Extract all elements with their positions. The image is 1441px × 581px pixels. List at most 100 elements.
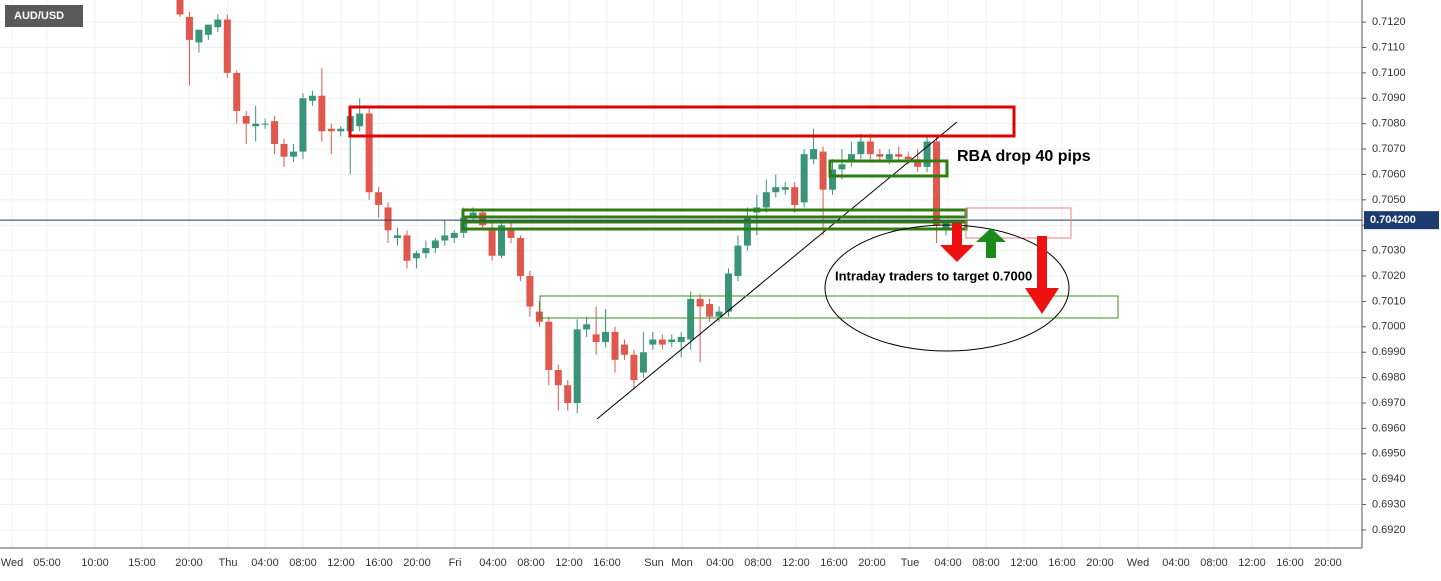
y-tick-label: 0.6970: [1372, 397, 1406, 409]
y-tick-label: 0.6920: [1372, 524, 1406, 536]
price-label: 0.704200: [1370, 214, 1416, 226]
x-tick-label: 20:00: [403, 557, 431, 569]
y-tick-label: 0.7010: [1372, 295, 1406, 307]
y-tick-label: 0.7020: [1372, 270, 1406, 282]
x-tick-label: 12:00: [1238, 557, 1266, 569]
x-tick-label: 20:00: [858, 557, 886, 569]
y-tick-label: 0.7050: [1372, 194, 1406, 206]
down-arrow: [940, 223, 974, 262]
x-tick-label: Thu: [219, 557, 238, 569]
grid: [0, 0, 1362, 548]
candle-body: [639, 352, 647, 373]
candle-body: [431, 240, 439, 249]
symbol: AUD/USD: [14, 10, 64, 22]
candle-body: [308, 95, 316, 101]
candle-body: [507, 227, 515, 238]
candle-body: [289, 151, 297, 157]
y-tick-label: 0.7090: [1372, 92, 1406, 104]
drawings: RBA drop 40 pips Intraday traders to tar…: [348, 105, 1119, 420]
candle-body: [394, 235, 402, 238]
candle-body: [904, 156, 912, 160]
candle-body: [762, 192, 770, 208]
down-arrow: [1025, 236, 1059, 314]
x-tick-label: Tue: [901, 557, 920, 569]
y-tick-label: 0.6980: [1372, 372, 1406, 384]
candle-body: [696, 298, 704, 307]
x-tick-label: 12:00: [555, 557, 583, 569]
range-box: [828, 159, 949, 178]
candle-body: [441, 235, 449, 241]
candle-body: [498, 225, 506, 256]
candle-body: [535, 311, 543, 322]
y-tick-label: 0.6930: [1372, 498, 1406, 510]
candles: [0, 0, 1362, 414]
x-tick-label: 15:00: [128, 557, 156, 569]
candle-body: [838, 164, 846, 170]
price-label-box: [1364, 211, 1439, 230]
x-tick-label: 08:00: [1200, 557, 1228, 569]
candle-body: [204, 24, 212, 35]
x-tick-label: 08:00: [289, 557, 317, 569]
candle-body: [781, 187, 789, 190]
candle-body: [422, 248, 430, 254]
candle-body: [791, 187, 799, 205]
candle-body: [611, 331, 619, 360]
candle-body: [857, 141, 865, 155]
up-arrow: [976, 228, 1006, 258]
candle-body: [384, 207, 392, 231]
trend-line: [596, 121, 958, 420]
candle-body: [403, 235, 411, 261]
resistance-box: [348, 105, 1016, 138]
y-tick-label: 0.6990: [1372, 346, 1406, 358]
candle-body: [885, 154, 893, 160]
candle-body: [602, 331, 610, 343]
candle-body: [914, 159, 922, 167]
candle-body: [829, 169, 837, 190]
x-tick-label: Mon: [671, 557, 692, 569]
candle-body: [583, 324, 591, 330]
candle-body: [592, 334, 600, 343]
candle-body: [658, 339, 666, 345]
candle-body: [687, 298, 695, 340]
x-tick-label: 12:00: [327, 557, 355, 569]
candle-body: [933, 141, 941, 226]
y-tick-label: 0.7060: [1372, 168, 1406, 180]
candle-body: [677, 336, 685, 343]
x-tick-label: 16:00: [820, 557, 848, 569]
x-tick-label: 04:00: [706, 557, 734, 569]
annotation: RBA drop 40 pips: [957, 148, 1091, 165]
candle-body: [356, 113, 364, 127]
x-tick-label: 16:00: [1048, 557, 1076, 569]
candle-body: [724, 273, 732, 312]
x-tick-label: Wed: [1127, 557, 1149, 569]
candle-body: [479, 212, 487, 226]
y-tick-label: 0.7080: [1372, 118, 1406, 130]
x-tick-label: 04:00: [934, 557, 962, 569]
x-tick-label: 16:00: [1276, 557, 1304, 569]
x-tick-label: 08:00: [744, 557, 772, 569]
y-tick-label: 0.7120: [1372, 16, 1406, 28]
candle-body: [337, 128, 345, 132]
x-tick-label: 08:00: [972, 557, 1000, 569]
x-tick-label: 05:00: [33, 557, 61, 569]
candle-body: [620, 344, 628, 355]
candle-body: [252, 123, 260, 127]
candle-body: [327, 128, 335, 132]
candle-body: [214, 19, 222, 28]
target-box: [539, 295, 1119, 319]
candle-body: [564, 385, 572, 404]
candle-body: [706, 303, 714, 317]
x-tick-label: 16:00: [593, 557, 621, 569]
candle-body: [743, 217, 751, 246]
candle-body: [923, 141, 931, 167]
symbol-label: AUD/USD: [5, 5, 83, 27]
x-tick-label: 08:00: [517, 557, 545, 569]
x-tick-label: 12:00: [782, 557, 810, 569]
y-tick-label: 0.7070: [1372, 143, 1406, 155]
x-tick-label: 20:00: [175, 557, 203, 569]
candle-body: [630, 354, 638, 381]
candle-body: [195, 29, 203, 43]
y-tick-label: 0.7030: [1372, 245, 1406, 257]
candle-body: [772, 187, 780, 193]
